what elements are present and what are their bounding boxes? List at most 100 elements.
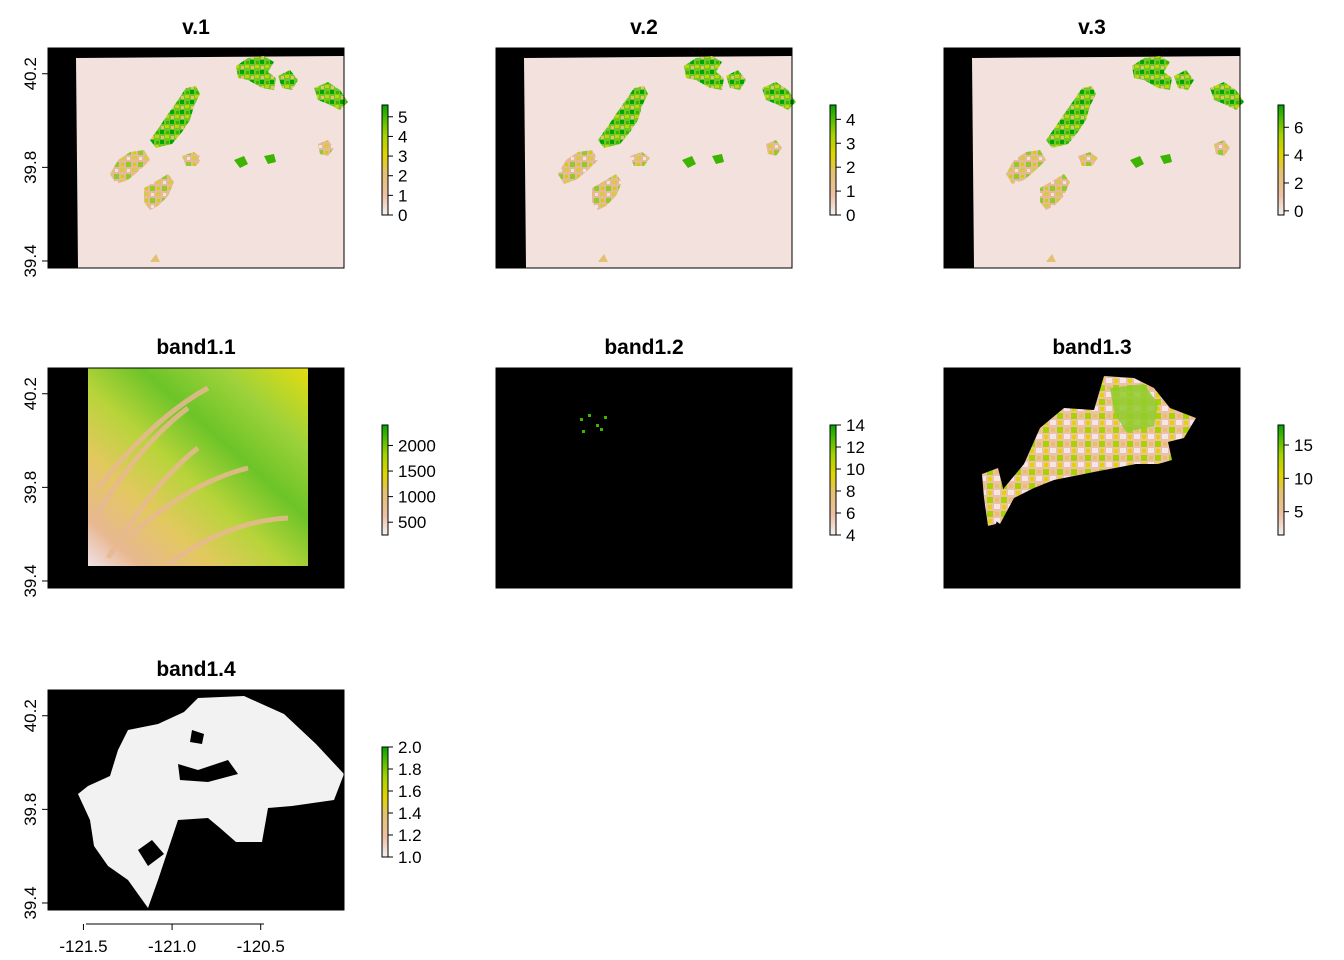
veg-patch — [630, 152, 650, 166]
veg-patch — [318, 140, 334, 156]
raster-nodata — [496, 368, 792, 588]
panel-title: band1.4 — [156, 658, 236, 681]
legend-tick-label: 2.0 — [398, 738, 422, 757]
panel-band1-1: band1.1 39.4 39.8 40.2 500 1000 1500 2000 — [21, 336, 436, 598]
panel-band1-4: band1.4 39.4 39.8 40.2 -121.5 -121.0 -120.5 1.0… — [21, 658, 422, 956]
legend-tick-label: 10 — [1294, 469, 1313, 488]
x-tick-label: -120.5 — [237, 937, 285, 956]
veg-patch — [144, 174, 174, 210]
x-tick-label: -121.5 — [59, 937, 107, 956]
legend-tick-label: 2000 — [398, 436, 436, 455]
veg-patch — [110, 150, 150, 184]
legend-tick-label: 1.6 — [398, 782, 422, 801]
legend-tick-label: 1000 — [398, 488, 436, 507]
valley-streak — [105, 446, 200, 560]
legend-tick-label: 2 — [846, 158, 855, 177]
y-tick-label: 40.2 — [21, 377, 40, 410]
veg-patch — [234, 156, 248, 168]
burn-area-lobe — [982, 468, 1004, 526]
legend-tick-label: 8 — [846, 482, 855, 501]
x-tick-label: -121.0 — [148, 937, 196, 956]
veg-patch — [766, 140, 782, 156]
veg-patch — [1078, 152, 1098, 166]
legend-colorbar — [1277, 424, 1285, 536]
y-tick-label: 40.2 — [21, 57, 40, 90]
legend-colorbar — [381, 424, 389, 536]
veg-patch — [684, 56, 724, 90]
legend-tick-label: 4 — [846, 526, 855, 545]
legend-tick-label: 5 — [398, 108, 407, 127]
panel-title: v.1 — [182, 16, 210, 39]
legend-tick-label: 1 — [846, 182, 855, 201]
veg-patch — [762, 82, 796, 110]
legend-tick-label: 1.2 — [398, 826, 422, 845]
legend-tick-label: 4 — [1294, 146, 1303, 165]
veg-patch — [598, 254, 608, 262]
sparse-pixel — [600, 428, 603, 431]
veg-patch — [1046, 254, 1056, 262]
panel-title: band1.2 — [604, 336, 683, 359]
veg-patch — [182, 152, 202, 166]
plot-frame — [495, 47, 793, 269]
valley-streak — [96, 385, 210, 490]
unburned-island — [178, 760, 238, 782]
legend-tick-label: 1.0 — [398, 848, 422, 867]
veg-patch — [726, 70, 746, 90]
legend-tick-label: 3 — [398, 147, 407, 166]
veg-patch — [264, 154, 276, 164]
legend-colorbar — [829, 104, 837, 216]
legend-tick-label: 5 — [1294, 503, 1303, 522]
legend-colorbar — [381, 746, 389, 858]
veg-patch — [1046, 86, 1096, 148]
legend-tick-label: 6 — [846, 504, 855, 523]
legend-tick-label: 500 — [398, 513, 426, 532]
panel-v-3: v.3 0 2 4 6 — [943, 16, 1303, 269]
y-tick-label: 39.8 — [21, 151, 40, 184]
legend-tick-label: 12 — [846, 438, 865, 457]
sparse-pixel — [588, 414, 591, 417]
y-tick-label: 39.4 — [21, 564, 40, 597]
raster-background — [972, 56, 1240, 268]
legend-tick-label: 6 — [1294, 118, 1303, 137]
veg-patch — [236, 56, 276, 90]
sparse-pixel — [582, 430, 585, 433]
veg-patch — [558, 150, 598, 184]
legend-tick-label: 1.4 — [398, 804, 422, 823]
veg-patch — [1132, 56, 1172, 90]
veg-patch — [1214, 140, 1230, 156]
raster-background — [524, 56, 792, 268]
veg-patch — [1160, 154, 1172, 164]
veg-patch — [1210, 82, 1244, 110]
plot-frame — [943, 367, 1241, 589]
plot-frame — [495, 367, 793, 589]
legend-tick-label: 2 — [398, 167, 407, 186]
veg-patch — [1006, 150, 1046, 184]
valley-streak — [166, 515, 289, 567]
veg-patch — [598, 86, 648, 148]
veg-patch — [278, 70, 298, 90]
y-tick-label: 39.8 — [21, 793, 40, 826]
sparse-pixel — [580, 418, 583, 421]
valley-streak — [126, 465, 249, 540]
veg-patch — [592, 174, 622, 210]
veg-patch — [682, 156, 696, 168]
veg-patch — [150, 86, 200, 148]
unburned-island — [138, 840, 164, 866]
veg-patch — [1040, 174, 1070, 210]
legend-tick-label: 10 — [846, 460, 865, 479]
y-tick-label: 39.4 — [21, 244, 40, 277]
legend-tick-label: 4 — [846, 110, 855, 129]
legend-colorbar — [381, 104, 389, 216]
panel-title: v.3 — [1078, 16, 1106, 39]
plot-frame — [943, 47, 1241, 269]
valley-streak — [91, 405, 190, 520]
y-tick-label: 39.4 — [21, 886, 40, 919]
legend-tick-label: 14 — [846, 416, 865, 435]
panel-v-2: v.2 0 1 2 3 4 — [495, 16, 855, 269]
panel-title: band1.1 — [156, 336, 236, 359]
veg-patch — [1130, 156, 1144, 168]
veg-patch — [314, 82, 348, 110]
legend-tick-label: 4 — [398, 127, 407, 146]
